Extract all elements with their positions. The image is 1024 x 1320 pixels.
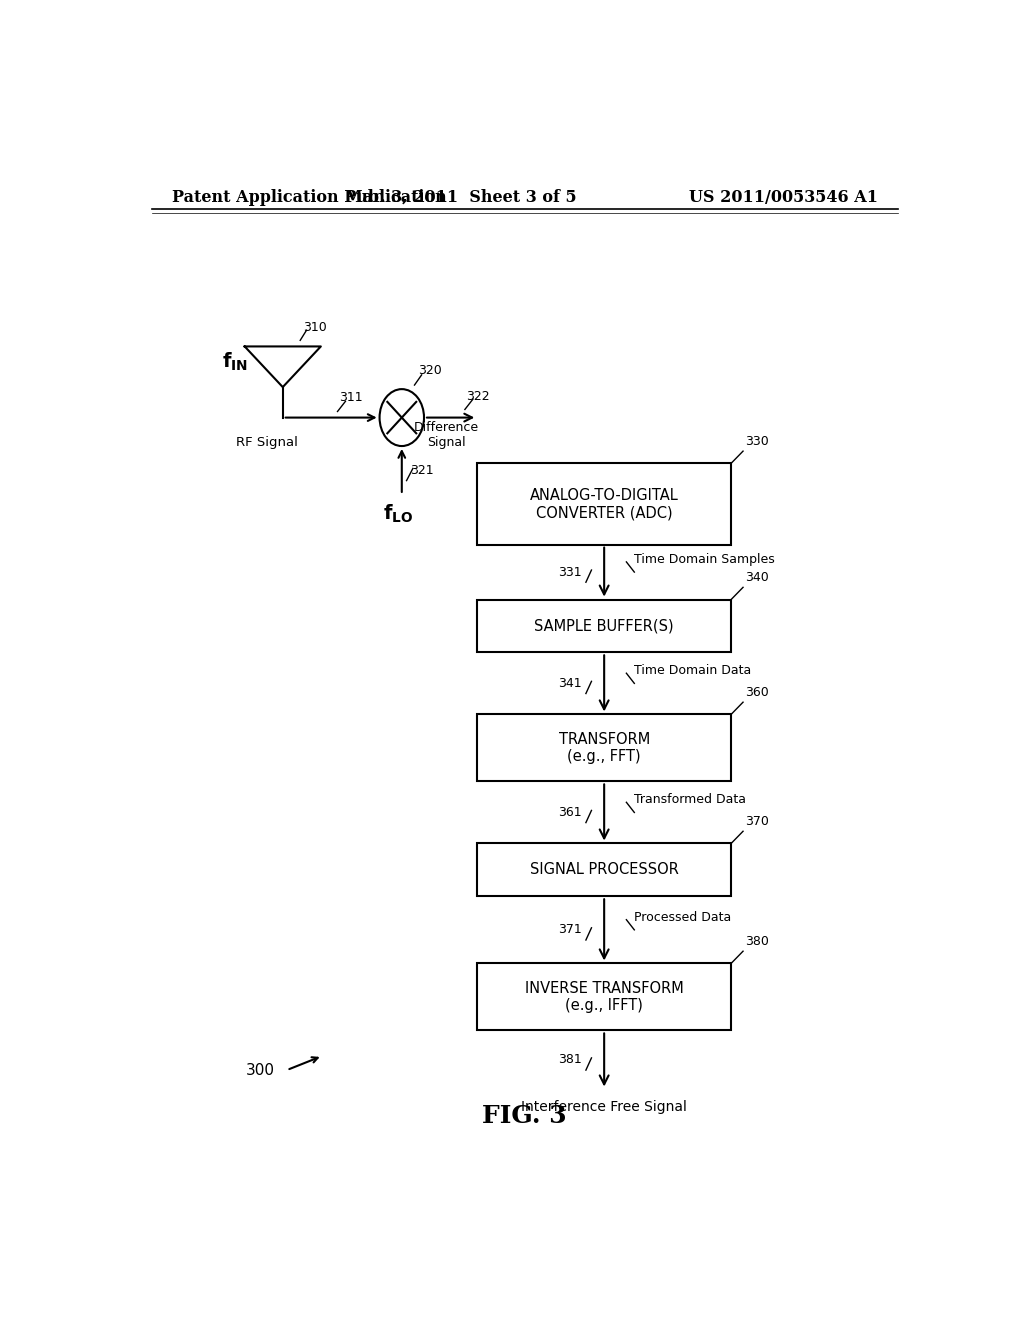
Text: INVERSE TRANSFORM
(e.g., IFFT): INVERSE TRANSFORM (e.g., IFFT) (524, 981, 684, 1014)
Text: 381: 381 (558, 1053, 582, 1067)
Text: Difference
Signal: Difference Signal (414, 421, 479, 449)
Text: 322: 322 (467, 391, 490, 404)
Text: Interference Free Signal: Interference Free Signal (521, 1100, 687, 1114)
Text: US 2011/0053546 A1: US 2011/0053546 A1 (689, 189, 878, 206)
FancyBboxPatch shape (477, 964, 731, 1031)
FancyBboxPatch shape (477, 463, 731, 545)
Text: $\mathbf{f}_\mathbf{LO}$: $\mathbf{f}_\mathbf{LO}$ (383, 503, 413, 525)
Text: Patent Application Publication: Patent Application Publication (172, 189, 446, 206)
Text: 300: 300 (246, 1063, 274, 1077)
FancyBboxPatch shape (477, 599, 731, 652)
Text: Mar. 3, 2011  Sheet 3 of 5: Mar. 3, 2011 Sheet 3 of 5 (345, 189, 578, 206)
Text: $\mathbf{f}_\mathbf{IN}$: $\mathbf{f}_\mathbf{IN}$ (222, 351, 248, 372)
FancyBboxPatch shape (477, 714, 731, 781)
Text: 361: 361 (558, 807, 582, 818)
Text: 331: 331 (558, 565, 582, 578)
Text: Processed Data: Processed Data (634, 911, 731, 924)
Text: Transformed Data: Transformed Data (634, 793, 746, 807)
Text: ANALOG-TO-DIGITAL
CONVERTER (ADC): ANALOG-TO-DIGITAL CONVERTER (ADC) (529, 488, 679, 520)
Text: 360: 360 (745, 686, 769, 700)
Text: 371: 371 (558, 924, 582, 936)
Text: TRANSFORM
(e.g., FFT): TRANSFORM (e.g., FFT) (558, 731, 650, 764)
Text: 330: 330 (745, 436, 769, 447)
Text: 370: 370 (745, 816, 769, 828)
FancyBboxPatch shape (477, 843, 731, 896)
Text: Time Domain Data: Time Domain Data (634, 664, 752, 677)
Text: 320: 320 (418, 364, 441, 378)
Text: 341: 341 (558, 677, 582, 690)
Text: 321: 321 (410, 463, 433, 477)
Text: 380: 380 (745, 935, 769, 948)
Text: 340: 340 (745, 572, 769, 585)
Text: Time Domain Samples: Time Domain Samples (634, 553, 775, 566)
Text: FIG. 3: FIG. 3 (482, 1104, 567, 1127)
Text: 310: 310 (303, 321, 327, 334)
Text: SIGNAL PROCESSOR: SIGNAL PROCESSOR (529, 862, 679, 878)
Text: SAMPLE BUFFER(S): SAMPLE BUFFER(S) (535, 619, 674, 634)
Text: 311: 311 (339, 391, 362, 404)
Text: RF Signal: RF Signal (236, 436, 298, 449)
